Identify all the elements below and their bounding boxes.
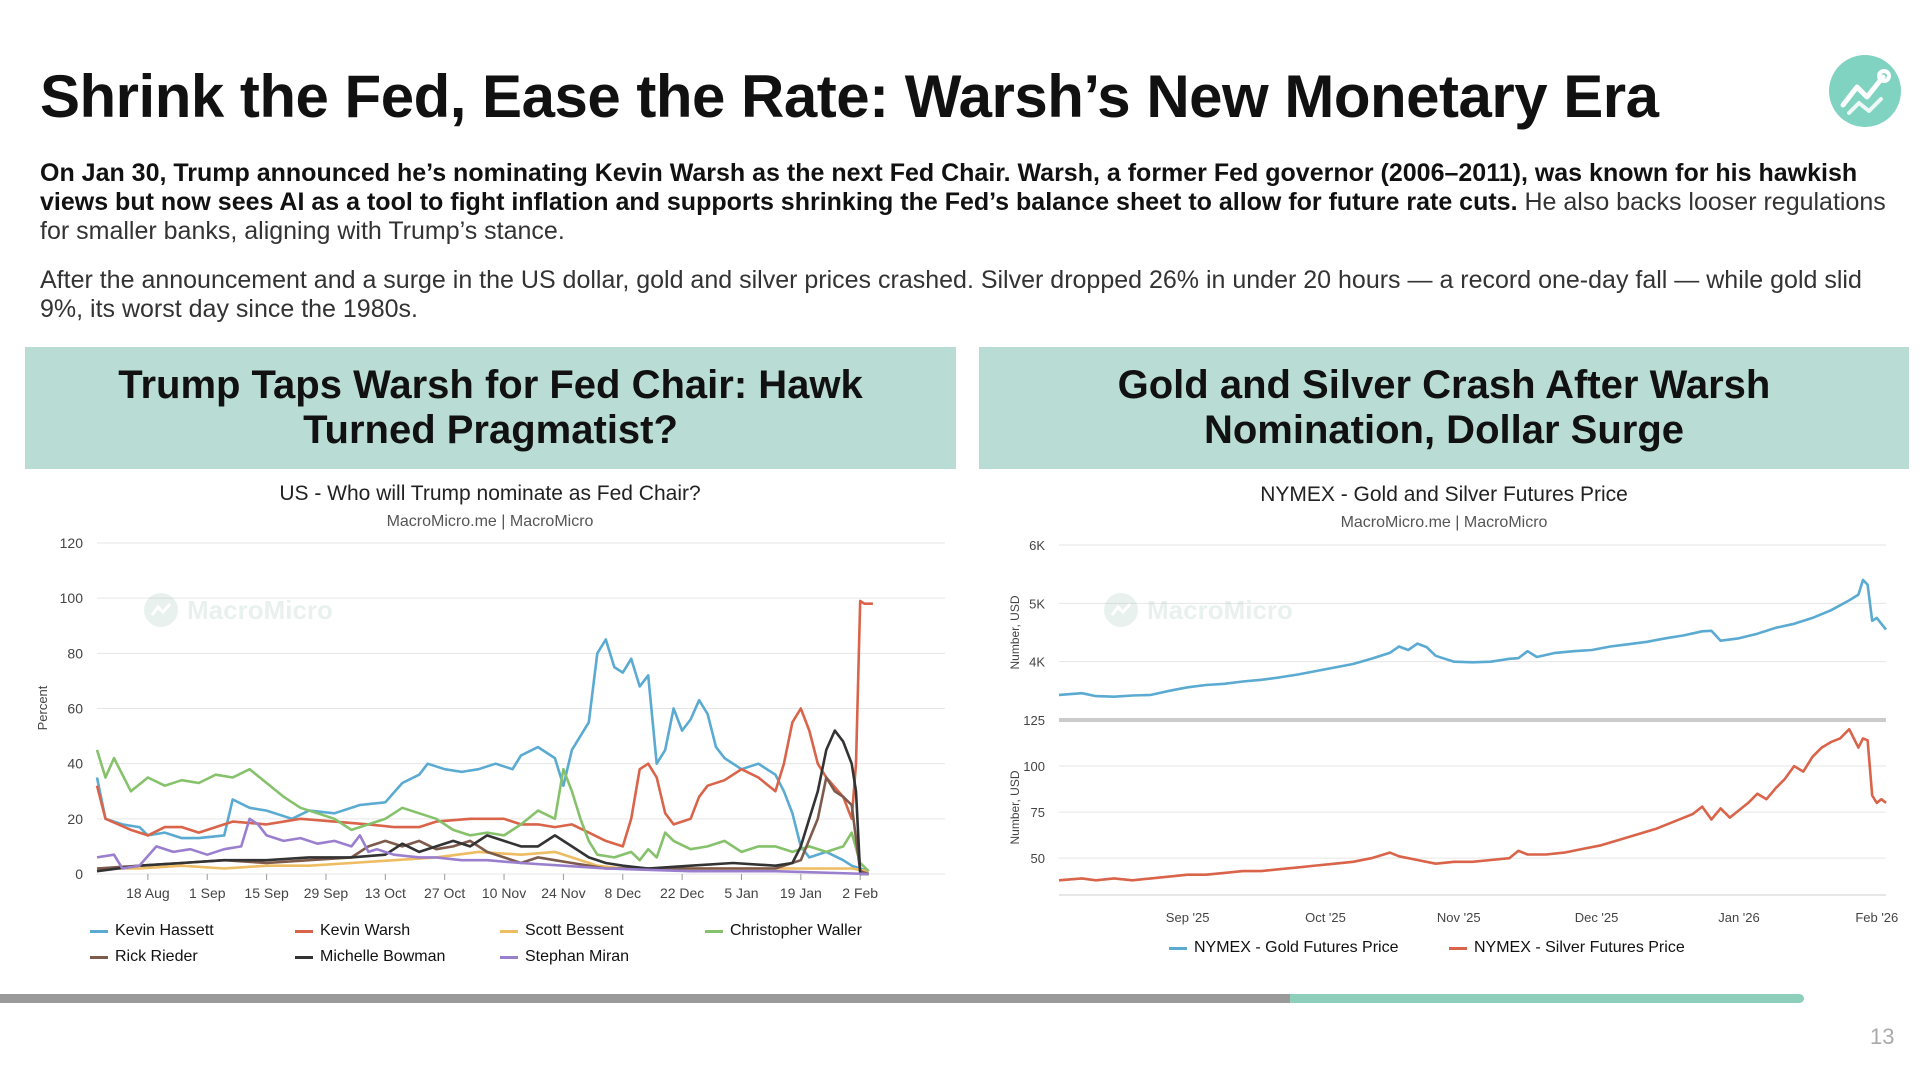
right-panel-heading-text: Gold and Silver Crash After Warsh Nomina…	[1117, 363, 1771, 452]
x-tick-label: 22 Dec	[660, 885, 704, 901]
x-tick-label: 13 Oct	[365, 885, 406, 901]
x-tick-label: 10 Nov	[482, 885, 526, 901]
x-tick-label: Jan '26	[1718, 910, 1760, 925]
legend-swatch	[1169, 946, 1187, 950]
page-number: 13	[1870, 1024, 1895, 1049]
x-tick-label: 29 Sep	[304, 885, 349, 901]
chart-subtitle: MacroMicro.me | MacroMicro	[1341, 514, 1548, 531]
y-tick-label: 120	[60, 535, 84, 551]
series-line-rick-rieder	[96, 776, 870, 876]
legend-item-christopher-waller[interactable]: Christopher Waller	[705, 922, 862, 940]
legend-label: Kevin Hassett	[115, 922, 214, 939]
legend-item-stephan-miran[interactable]: Stephan Miran	[500, 948, 629, 966]
intro-paragraph: On Jan 30, Trump announced he’s nominati…	[40, 159, 1890, 246]
x-tick-label: 27 Oct	[424, 885, 465, 901]
x-tick-label: Oct '25	[1305, 910, 1346, 925]
series-line-kevin-warsh	[95, 599, 873, 848]
legend-swatch	[295, 955, 313, 959]
watermark-logo: MacroMicro	[144, 593, 333, 627]
y-tick-label: 0	[75, 866, 83, 882]
market-paragraph: After the announcement and a surge in th…	[40, 266, 1862, 323]
y-tick-label: 5K	[1029, 596, 1045, 611]
chart-title: NYMEX - Gold and Silver Futures Price	[1260, 483, 1628, 506]
left-panel-heading: Trump Taps Warsh for Fed Chair: Hawk Tur…	[25, 347, 956, 469]
watermark-text: MacroMicro	[187, 595, 333, 625]
legend-label: Christopher Waller	[730, 922, 862, 939]
y-tick-label: 80	[67, 645, 83, 661]
x-tick-label: 15 Sep	[244, 885, 289, 901]
legend-item-nymex-silver-futures-price[interactable]: NYMEX - Silver Futures Price	[1449, 939, 1685, 957]
x-tick-label: 1 Sep	[189, 885, 226, 901]
legend-label: NYMEX - Silver Futures Price	[1474, 939, 1685, 956]
legend-label: NYMEX - Gold Futures Price	[1194, 939, 1399, 956]
y-tick-label: 75	[1031, 805, 1045, 820]
series-line-nymex-gold-futures-price	[1058, 578, 1888, 698]
legend-item-scott-bessent[interactable]: Scott Bessent	[500, 922, 624, 940]
y-tick-label: 4K	[1029, 655, 1045, 670]
legend-label: Michelle Bowman	[320, 948, 446, 965]
x-tick-label: Sep '25	[1166, 910, 1210, 925]
x-tick-label: Dec '25	[1575, 910, 1619, 925]
y-tick-label: 100	[60, 590, 84, 606]
y-axis-label: Number, USD	[1008, 770, 1022, 844]
fed-chair-nominee-chart: US - Who will Trump nominate as Fed Chai…	[25, 470, 956, 990]
legend-swatch	[90, 929, 108, 933]
legend-item-kevin-hassett[interactable]: Kevin Hassett	[90, 922, 214, 940]
intro-bold-text: On Jan 30, Trump announced he’s nominati…	[40, 159, 1858, 216]
progress-track	[0, 994, 1290, 1003]
trend-chart-icon-glyph	[1840, 69, 1891, 115]
legend-swatch	[500, 955, 518, 959]
y-tick-label: 20	[67, 811, 83, 827]
legend-swatch	[1449, 946, 1467, 950]
x-tick-label: Feb '26	[1855, 910, 1898, 925]
legend-item-kevin-warsh[interactable]: Kevin Warsh	[295, 922, 410, 940]
x-tick-label: 2 Feb	[842, 885, 878, 901]
watermark-text: MacroMicro	[1147, 595, 1293, 625]
legend-swatch	[295, 929, 313, 933]
progress-fill	[1290, 994, 1804, 1003]
legend-label: Stephan Miran	[525, 948, 630, 965]
right-panel-heading: Gold and Silver Crash After Warsh Nomina…	[979, 347, 1909, 469]
y-tick-label: 60	[67, 701, 83, 717]
watermark-logo: MacroMicro	[1104, 593, 1293, 627]
legend-label: Scott Bessent	[525, 922, 624, 939]
y-tick-label: 50	[1031, 851, 1045, 866]
gold-silver-chart-svg: NYMEX - Gold and Silver Futures Price Mac…	[1008, 483, 1898, 925]
trend-chart-icon	[1829, 55, 1901, 127]
x-tick-label: 8 Dec	[604, 885, 641, 901]
slide-title: Shrink the Fed, Ease the Rate: Warsh’s N…	[40, 63, 1659, 130]
series-line-stephan-miran	[96, 817, 869, 876]
legend-swatch	[90, 955, 108, 959]
legend-item-michelle-bowman[interactable]: Michelle Bowman	[295, 948, 445, 966]
intro-regular-text: He also backs looser regulations for sma…	[40, 188, 1886, 245]
x-tick-label: 5 Jan	[724, 885, 758, 901]
y-tick-label: 40	[67, 756, 83, 772]
legend-swatch	[500, 929, 518, 933]
series-line-kevin-hassett	[95, 638, 870, 873]
chart-title: US - Who will Trump nominate as Fed Chai…	[279, 482, 700, 505]
x-tick-label: 19 Jan	[780, 885, 822, 901]
y-tick-label: 100	[1023, 759, 1045, 774]
legend-label: Rick Rieder	[115, 948, 198, 965]
x-tick-label: 18 Aug	[126, 885, 170, 901]
y-axis-label: Percent	[35, 685, 50, 730]
y-tick-label: 125	[1023, 713, 1045, 728]
y-tick-label: 6K	[1029, 538, 1045, 553]
chart-subtitle: MacroMicro.me | MacroMicro	[387, 513, 594, 530]
legend-item-nymex-gold-futures-price[interactable]: NYMEX - Gold Futures Price	[1169, 939, 1399, 957]
x-tick-label: 24 Nov	[541, 885, 585, 901]
series-line-michelle-bowman	[96, 729, 869, 876]
fed-chair-chart-svg: US - Who will Trump nominate as Fed Chai…	[35, 482, 945, 901]
series-line-christopher-waller	[95, 749, 870, 873]
legend-label: Kevin Warsh	[320, 922, 411, 939]
x-tick-label: Nov '25	[1437, 910, 1481, 925]
gold-silver-futures-chart: NYMEX - Gold and Silver Futures Price Mac…	[979, 470, 1909, 990]
legend-item-rick-rieder[interactable]: Rick Rieder	[90, 948, 198, 966]
left-panel-heading-text: Trump Taps Warsh for Fed Chair: Hawk Tur…	[118, 363, 863, 452]
series-line-nymex-silver-futures-price	[1058, 727, 1887, 882]
y-axis-label: Number, USD	[1008, 595, 1022, 669]
legend-swatch	[705, 929, 723, 933]
